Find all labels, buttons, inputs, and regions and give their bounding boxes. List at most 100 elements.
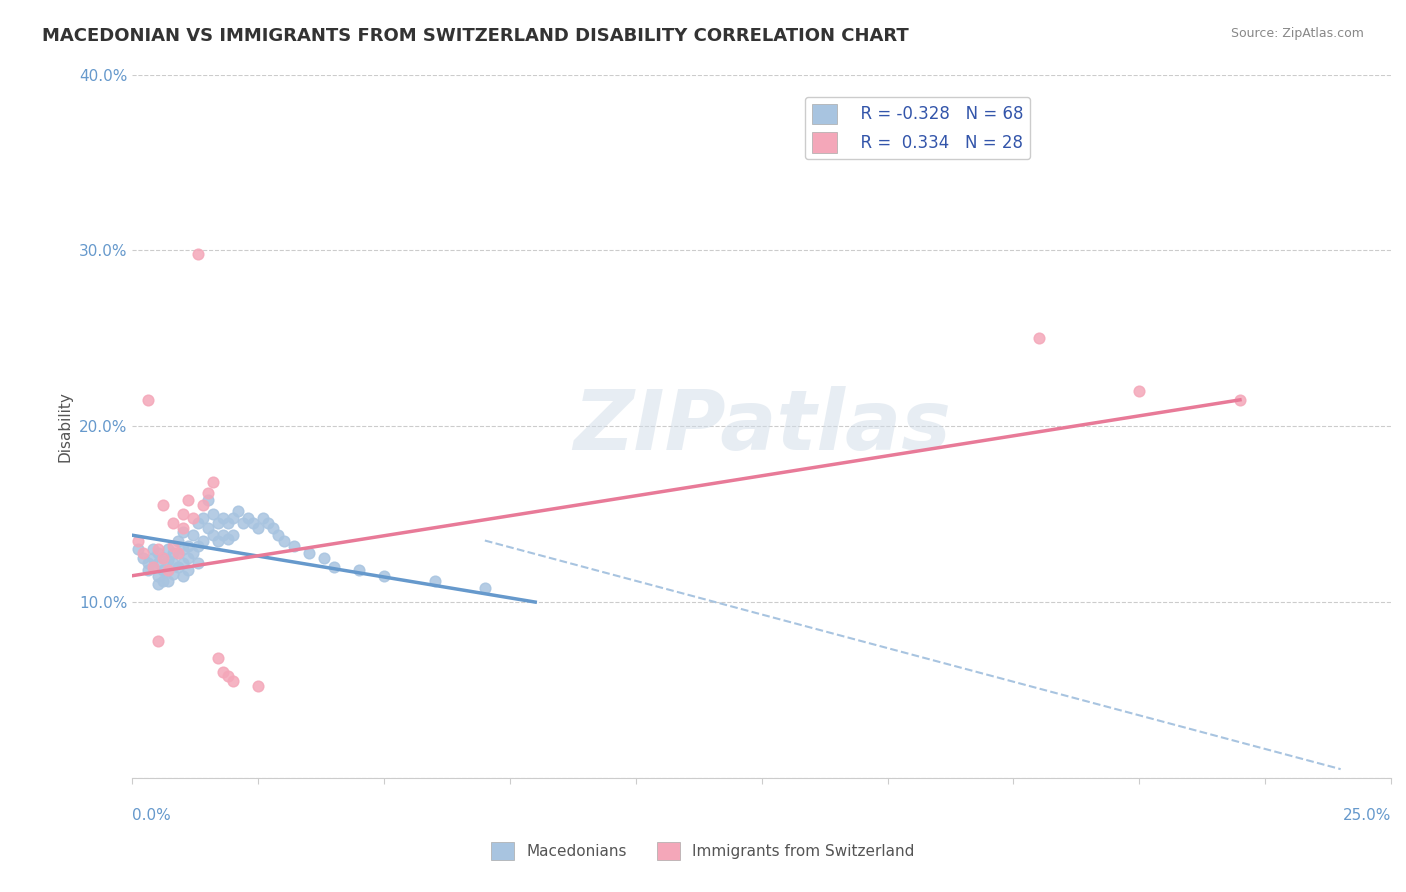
Point	[197, 486, 219, 500]
Point	[152, 574, 174, 588]
Point	[238, 510, 260, 524]
Y-axis label: Disability: Disability	[58, 391, 72, 462]
Point	[156, 542, 179, 557]
Point	[312, 551, 335, 566]
Point	[202, 528, 225, 542]
Point	[187, 557, 209, 571]
Point	[146, 633, 169, 648]
Point	[146, 546, 169, 560]
Point	[131, 546, 153, 560]
Point	[298, 546, 321, 560]
Point	[262, 521, 284, 535]
Point	[131, 551, 153, 566]
Point	[156, 563, 179, 577]
Point	[252, 510, 274, 524]
Point	[172, 542, 194, 557]
Point	[217, 516, 239, 530]
Point	[322, 560, 344, 574]
Point	[142, 560, 165, 574]
Text: 25.0%: 25.0%	[1343, 808, 1391, 823]
Point	[152, 563, 174, 577]
Point	[142, 560, 165, 574]
Point	[172, 521, 194, 535]
Point	[181, 528, 204, 542]
Point	[146, 568, 169, 582]
Point	[247, 680, 270, 694]
Point	[177, 493, 200, 508]
Point	[257, 516, 280, 530]
Point	[187, 247, 209, 261]
Point	[166, 546, 188, 560]
Point	[146, 557, 169, 571]
Point	[152, 499, 174, 513]
Point	[202, 507, 225, 521]
Point	[162, 539, 184, 553]
Point	[152, 551, 174, 566]
Point	[212, 665, 235, 680]
Point	[172, 507, 194, 521]
Point	[202, 475, 225, 490]
Point	[181, 546, 204, 560]
Point	[172, 524, 194, 539]
Point	[166, 546, 188, 560]
Point	[242, 516, 264, 530]
Point	[1128, 384, 1150, 398]
Point	[247, 521, 270, 535]
Point	[222, 510, 245, 524]
Point	[156, 553, 179, 567]
Point	[172, 568, 194, 582]
Point	[162, 546, 184, 560]
Point	[156, 574, 179, 588]
Point	[166, 560, 188, 574]
Point	[222, 528, 245, 542]
Point	[142, 551, 165, 566]
Point	[207, 533, 229, 548]
Point	[166, 533, 188, 548]
Point	[172, 557, 194, 571]
Point	[423, 574, 446, 588]
Point	[273, 533, 295, 548]
Point	[207, 516, 229, 530]
Point	[162, 516, 184, 530]
Point	[156, 563, 179, 577]
Point	[212, 528, 235, 542]
Point	[177, 551, 200, 566]
Point	[207, 651, 229, 665]
Legend: Macedonians, Immigrants from Switzerland: Macedonians, Immigrants from Switzerland	[485, 836, 921, 866]
Point	[267, 528, 290, 542]
Point	[152, 551, 174, 566]
Point	[187, 516, 209, 530]
Text: MACEDONIAN VS IMMIGRANTS FROM SWITZERLAND DISABILITY CORRELATION CHART: MACEDONIAN VS IMMIGRANTS FROM SWITZERLAN…	[42, 27, 908, 45]
Point	[177, 563, 200, 577]
Point	[217, 532, 239, 546]
Point	[1229, 392, 1251, 407]
Point	[197, 493, 219, 508]
Point	[191, 499, 214, 513]
Point	[177, 539, 200, 553]
Point	[226, 503, 249, 517]
Point	[136, 557, 159, 571]
Text: Source: ZipAtlas.com: Source: ZipAtlas.com	[1230, 27, 1364, 40]
Point	[136, 392, 159, 407]
Point	[162, 557, 184, 571]
Legend:   R = -0.328   N = 68,   R =  0.334   N = 28: R = -0.328 N = 68, R = 0.334 N = 28	[806, 97, 1031, 160]
Point	[146, 542, 169, 557]
Point	[222, 674, 245, 689]
Text: ZIPatlas: ZIPatlas	[572, 385, 950, 467]
Point	[474, 581, 496, 595]
Point	[142, 542, 165, 557]
Point	[187, 539, 209, 553]
Point	[212, 510, 235, 524]
Point	[191, 510, 214, 524]
Point	[127, 542, 149, 557]
Point	[162, 566, 184, 581]
Point	[136, 563, 159, 577]
Point	[1028, 331, 1050, 345]
Point	[232, 516, 254, 530]
Point	[347, 563, 370, 577]
Point	[373, 568, 395, 582]
Point	[127, 533, 149, 548]
Point	[217, 669, 239, 683]
Point	[146, 577, 169, 591]
Point	[181, 510, 204, 524]
